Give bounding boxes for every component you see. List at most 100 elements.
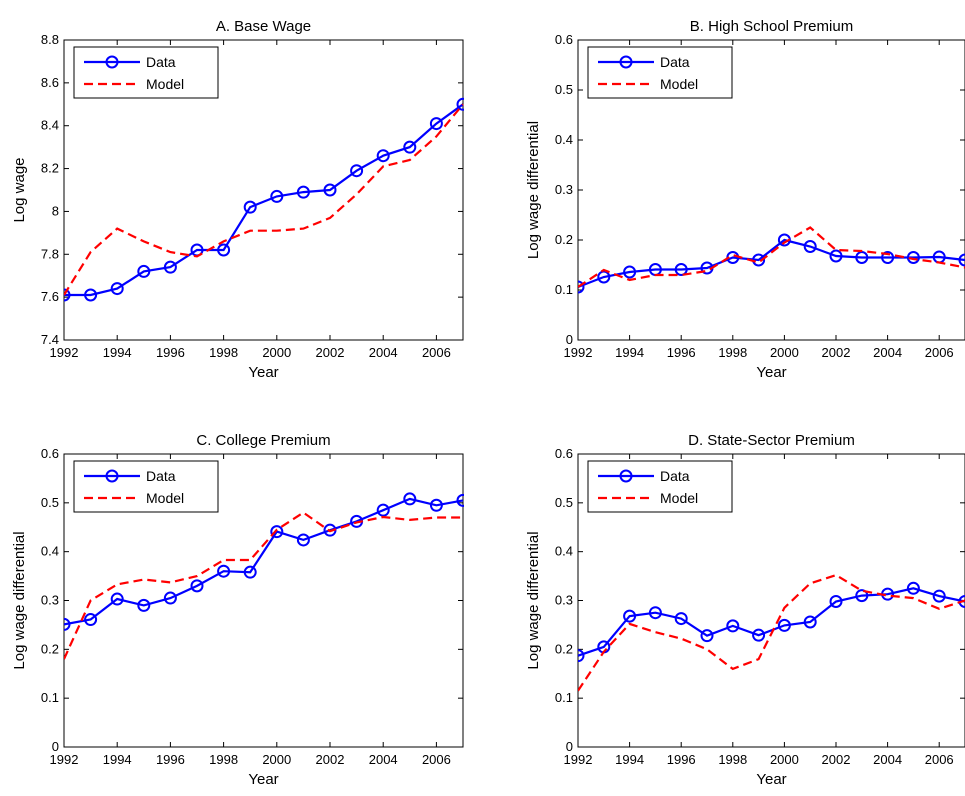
- y-tick-label: 0.4: [41, 544, 59, 559]
- series-line-data: [578, 587, 965, 657]
- data-point: [163, 591, 177, 605]
- x-tick-label: 2000: [770, 345, 799, 360]
- legend-marker: [619, 469, 633, 483]
- legend-label: Data: [146, 468, 176, 484]
- series-line-model: [64, 511, 463, 660]
- data-point: [429, 498, 443, 512]
- legend-box: [587, 46, 733, 99]
- y-tick-label: 0.6: [555, 32, 573, 47]
- y-tick-label: 0.5: [555, 82, 573, 97]
- series-line-model: [64, 103, 464, 296]
- data-point: [674, 263, 688, 276]
- x-tick-label: 1996: [667, 752, 696, 767]
- series-line-data: [64, 103, 464, 297]
- legend-label: Data: [146, 54, 176, 70]
- data-point: [217, 243, 231, 257]
- y-tick-label: 0.1: [555, 282, 573, 297]
- panel-a: 1992 1994 1996 1998 2000 2002 2004 2006 7.4 7.6 7.…: [11, 18, 464, 381]
- data-point: [829, 594, 843, 608]
- y-tick-label: 0.4: [555, 132, 573, 147]
- data-point: [217, 564, 231, 578]
- plot-frame: [63, 39, 464, 341]
- y-tick-label: 8.4: [41, 118, 59, 133]
- x-tick-label: 2000: [262, 752, 291, 767]
- data-point: [64, 288, 71, 302]
- x-tick-label: 2002: [822, 752, 851, 767]
- data-point: [456, 97, 464, 111]
- panel-b: 1992 1994 1996 1998 2000 2002 2004 2006 0 0.1 0.2 0…: [525, 18, 965, 381]
- y-tick-label: 8.8: [41, 32, 59, 47]
- x-tick-label: 2004: [873, 752, 902, 767]
- x-tick-label: 1992: [564, 345, 593, 360]
- data-point: [578, 280, 585, 294]
- x-tick-label: 1992: [50, 345, 79, 360]
- data-point: [403, 492, 417, 506]
- x-tick-label: 1996: [156, 345, 185, 360]
- chart-title: B. High School Premium: [690, 18, 853, 35]
- y-tick-label: 0.4: [555, 544, 573, 559]
- x-tick-label: 2000: [262, 345, 291, 360]
- legend-marker: [105, 469, 119, 483]
- data-point: [429, 117, 443, 131]
- legend: Data Model: [73, 46, 219, 99]
- data-point: [270, 525, 284, 539]
- y-tick-label: 8.6: [41, 75, 59, 90]
- panel-c: 1992 1994 1996 1998 2000 2002 2004 2006 0 0.1 0.2 0…: [11, 432, 464, 788]
- legend: Data Model: [587, 460, 733, 513]
- y-tick-label: 0.3: [555, 593, 573, 608]
- legend-box: [73, 46, 219, 99]
- data-point: [190, 579, 204, 593]
- data-point: [726, 619, 740, 633]
- plot-area: [64, 492, 464, 660]
- data-point: [296, 533, 310, 547]
- data-point: [110, 592, 124, 606]
- y-axis-label: Log wage differential: [11, 531, 28, 669]
- y-tick-label: 0: [566, 739, 573, 754]
- x-tick-label: 1996: [156, 752, 185, 767]
- legend-label: Model: [660, 76, 698, 92]
- data-point: [803, 240, 817, 253]
- legend-label: Data: [660, 468, 690, 484]
- x-tick-label: 1992: [50, 752, 79, 767]
- y-axis-label: Log wage differential: [525, 121, 542, 259]
- y-axis-label: Log wage: [11, 157, 28, 222]
- legend-label: Data: [660, 54, 690, 70]
- y-tick-label: 0.6: [41, 446, 59, 461]
- x-tick-label: 2004: [873, 345, 902, 360]
- chart-title: D. State-Sector Premium: [688, 432, 855, 449]
- chart-title: A. Base Wage: [216, 18, 311, 35]
- data-point: [674, 612, 688, 626]
- x-axis-label: Year: [248, 364, 278, 381]
- data-point: [350, 164, 364, 178]
- data-point: [376, 503, 390, 517]
- data-point: [906, 581, 920, 595]
- y-tick-label: 0: [566, 332, 573, 347]
- y-tick-label: 0: [52, 739, 59, 754]
- legend: Data Model: [587, 46, 733, 99]
- y-tick-label: 0.3: [555, 182, 573, 197]
- legend-label: Model: [146, 76, 184, 92]
- chart-title: C. College Premium: [196, 432, 330, 449]
- x-tick-label: 1994: [615, 345, 644, 360]
- x-tick-label: 1998: [718, 345, 747, 360]
- data-point: [323, 183, 337, 197]
- series-line-model: [578, 226, 965, 288]
- y-tick-label: 8: [52, 203, 59, 218]
- x-tick-label: 2002: [822, 345, 851, 360]
- legend-box: [587, 460, 733, 513]
- data-point: [597, 270, 611, 284]
- series-line-data: [578, 238, 965, 289]
- x-tick-label: 1998: [209, 752, 238, 767]
- data-point: [270, 189, 284, 203]
- y-tick-label: 7.8: [41, 246, 59, 261]
- data-point: [578, 649, 585, 663]
- x-tick-label: 1992: [564, 752, 593, 767]
- data-point: [456, 493, 464, 507]
- legend: Data Model: [73, 460, 219, 513]
- x-tick-label: 1994: [103, 752, 132, 767]
- x-tick-label: 1998: [209, 345, 238, 360]
- legend-label: Model: [660, 490, 698, 506]
- data-point: [777, 618, 791, 632]
- data-point: [64, 617, 71, 631]
- x-tick-label: 2000: [770, 752, 799, 767]
